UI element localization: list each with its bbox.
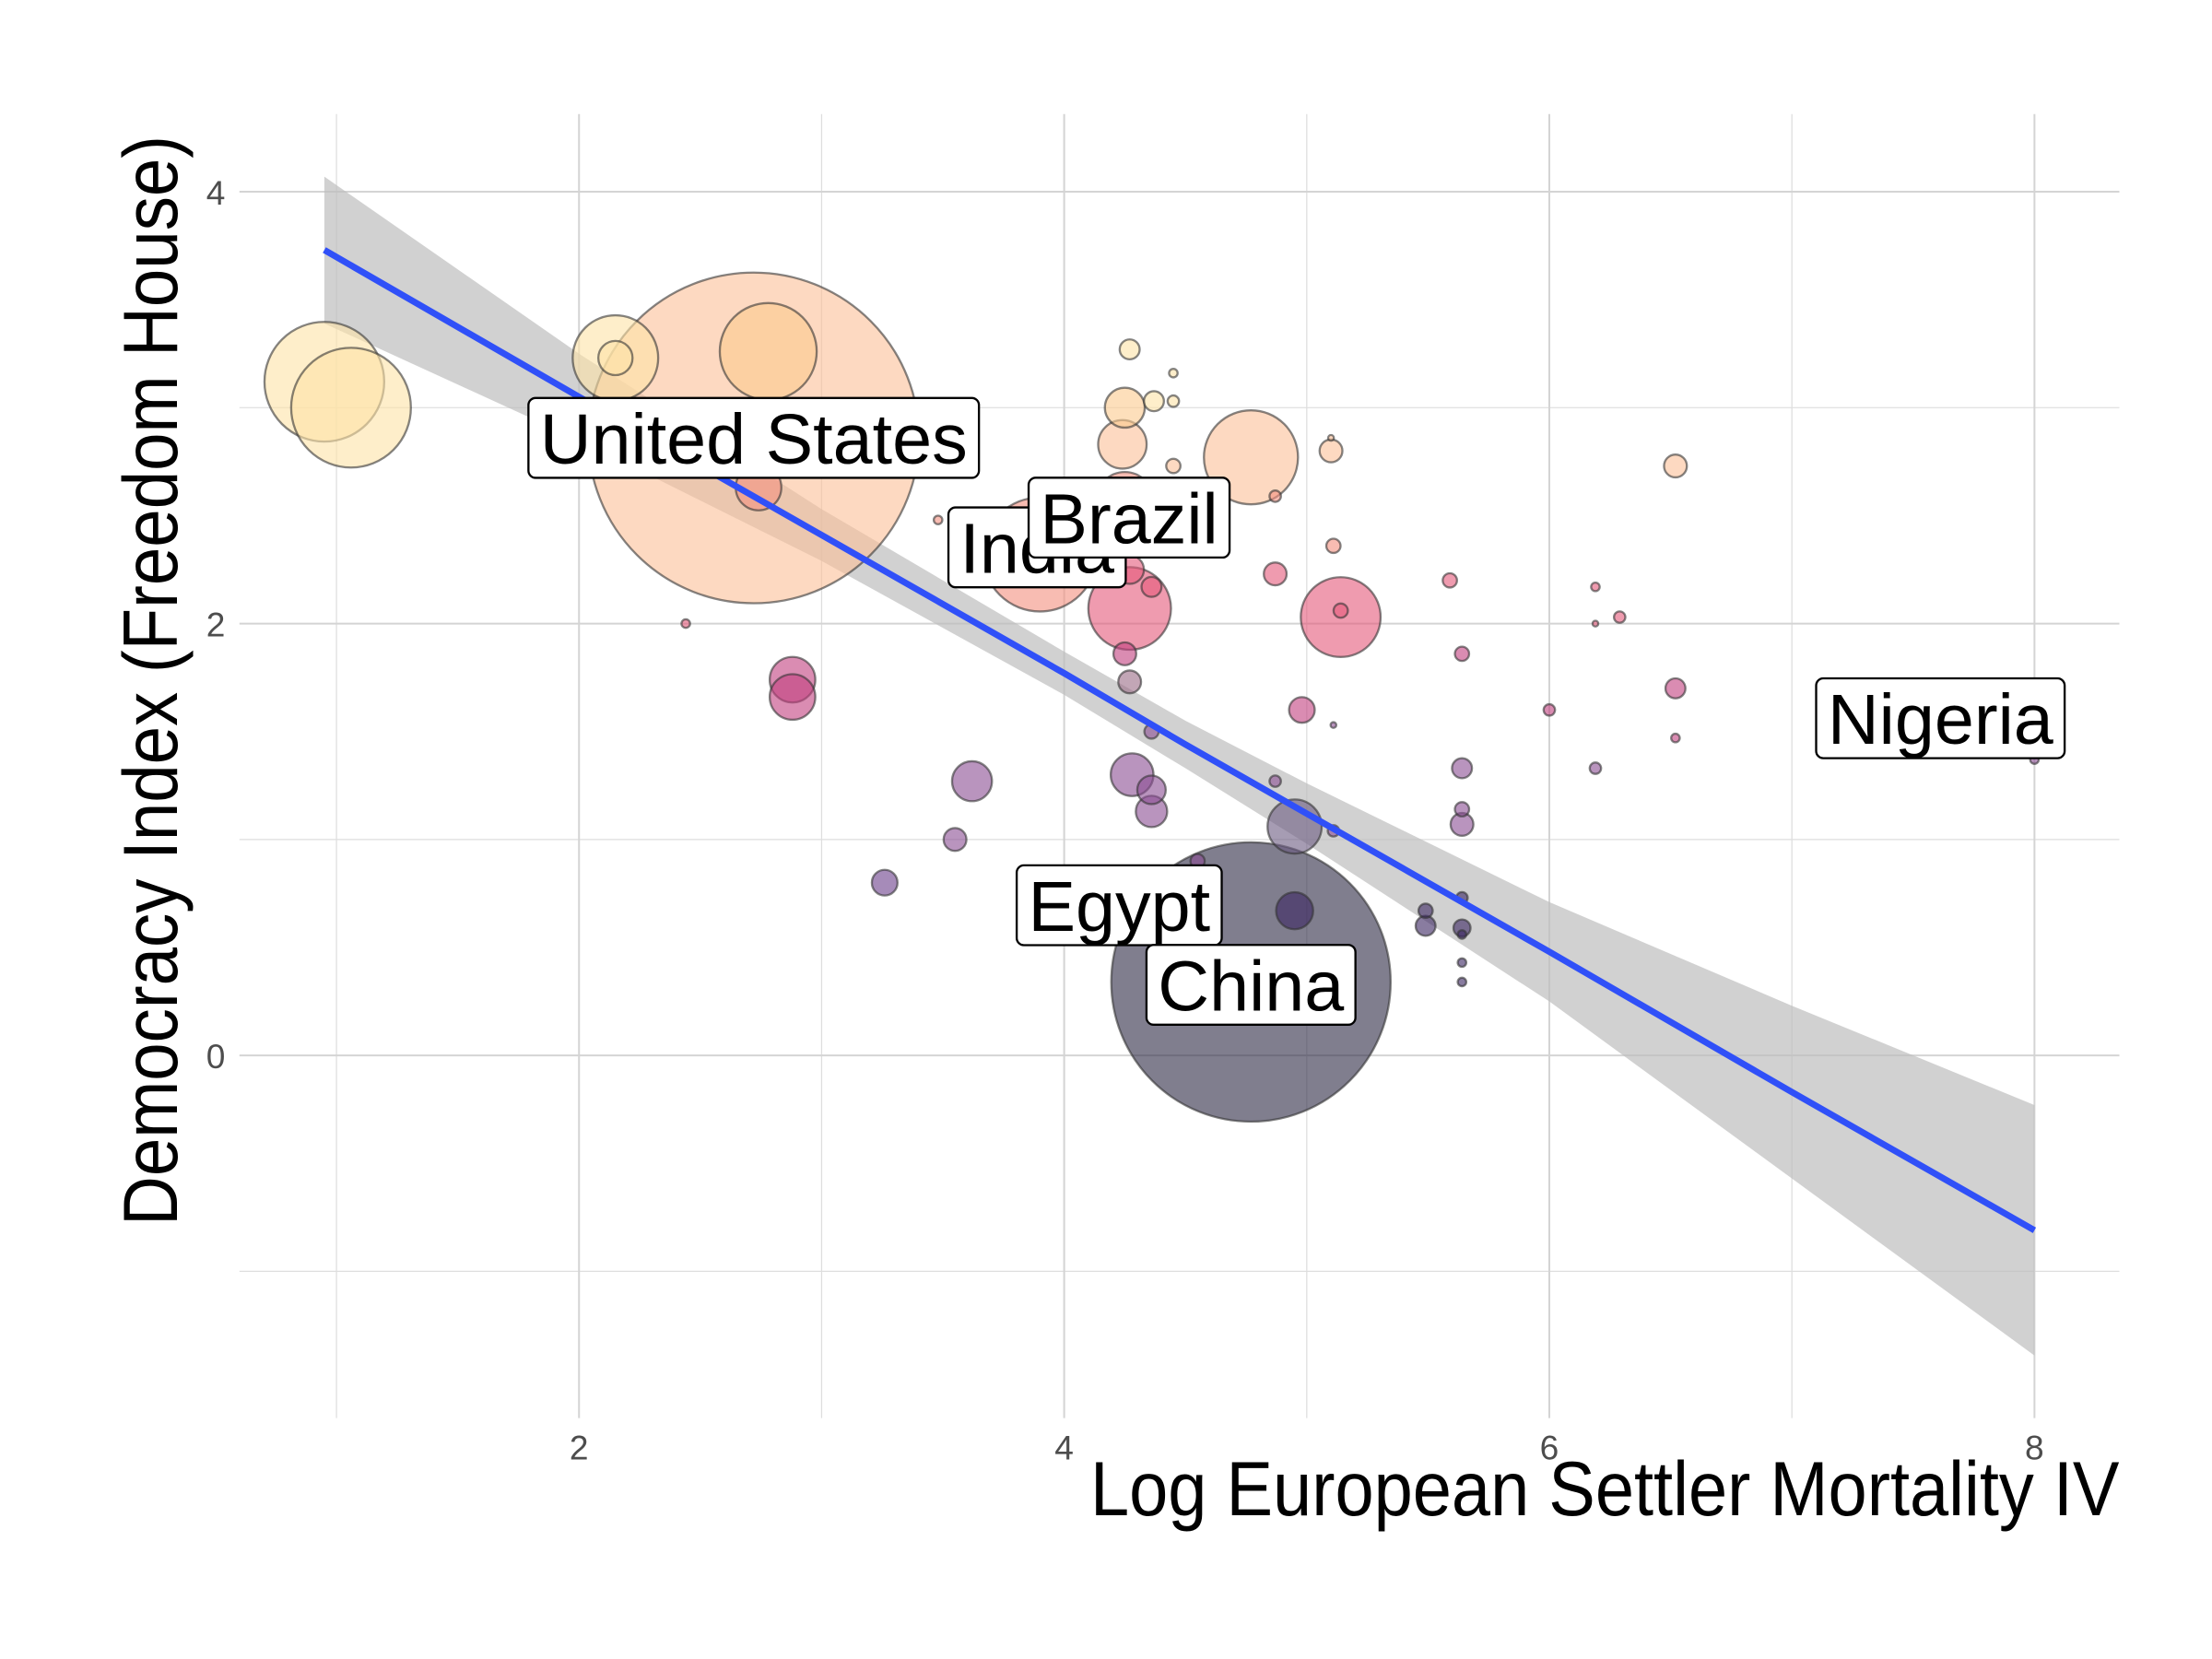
y-tick-label: 2 [206, 605, 226, 643]
point [718, 301, 818, 402]
point [1143, 390, 1165, 413]
point [1332, 602, 1349, 619]
point [1118, 338, 1141, 361]
point [1268, 774, 1282, 788]
point [1453, 645, 1471, 663]
point [1263, 561, 1288, 587]
point [1670, 732, 1681, 744]
point [870, 868, 899, 897]
point [1103, 386, 1147, 429]
point [1417, 902, 1434, 920]
label-text: Brazil [1040, 479, 1218, 559]
point [1140, 575, 1163, 598]
label-box [1815, 677, 2066, 759]
point [768, 673, 817, 722]
point [1318, 438, 1344, 464]
label-box [1145, 944, 1357, 1027]
point [1456, 976, 1468, 988]
x-tick-label: 4 [1054, 1429, 1074, 1467]
point-label: Brazil [1027, 477, 1231, 559]
label-box [1027, 477, 1231, 559]
x-tick-label: 6 [1540, 1429, 1559, 1467]
point [1663, 453, 1688, 479]
point [1612, 610, 1627, 624]
point-label: China [1145, 944, 1357, 1027]
point [1542, 702, 1557, 717]
point [597, 339, 634, 377]
point [1664, 677, 1687, 700]
label-text: China [1158, 947, 1344, 1026]
point [680, 618, 691, 629]
point [1591, 619, 1600, 628]
y-tick-label: 4 [206, 173, 226, 212]
point [1456, 929, 1468, 940]
label-text: Nigeria [1828, 680, 2053, 759]
point [1441, 571, 1458, 589]
point [950, 759, 994, 803]
label-text: United States [540, 400, 968, 479]
x-tick-label: 2 [570, 1429, 589, 1467]
point [1135, 774, 1167, 806]
point [1268, 489, 1282, 503]
point [1324, 537, 1342, 555]
point [1456, 957, 1468, 969]
point [1165, 457, 1182, 475]
label-box [527, 396, 981, 479]
point [1112, 641, 1137, 666]
y-tick-label: 0 [206, 1037, 226, 1076]
point-label: Nigeria [1815, 677, 2066, 759]
label-text: Egypt [1028, 867, 1210, 947]
point [1275, 890, 1314, 931]
point [1590, 581, 1601, 593]
point [1326, 433, 1335, 442]
point [1453, 801, 1471, 818]
axes-layer: Log European Settler Mortality IV Democr… [107, 135, 2120, 1532]
point-label: United States [527, 396, 981, 479]
point [942, 827, 968, 853]
x-axis-title: Log European Settler Mortality IV [1090, 1445, 2120, 1532]
point [1117, 669, 1143, 695]
point [1288, 696, 1316, 724]
y-axis-title: Democracy Index (Freedom House) [107, 135, 194, 1226]
point [289, 347, 412, 469]
point [932, 514, 944, 525]
x-tick-label: 8 [2025, 1429, 2044, 1467]
point [1588, 761, 1603, 775]
point [1329, 721, 1338, 729]
labels-layer: United StatesIndiaBrazilEgyptChinaNigeri… [527, 396, 2066, 1027]
label-box [1015, 864, 1223, 947]
point [1451, 757, 1474, 780]
point [1168, 368, 1179, 379]
point [1166, 394, 1181, 408]
point-label: Egypt [1015, 864, 1223, 947]
